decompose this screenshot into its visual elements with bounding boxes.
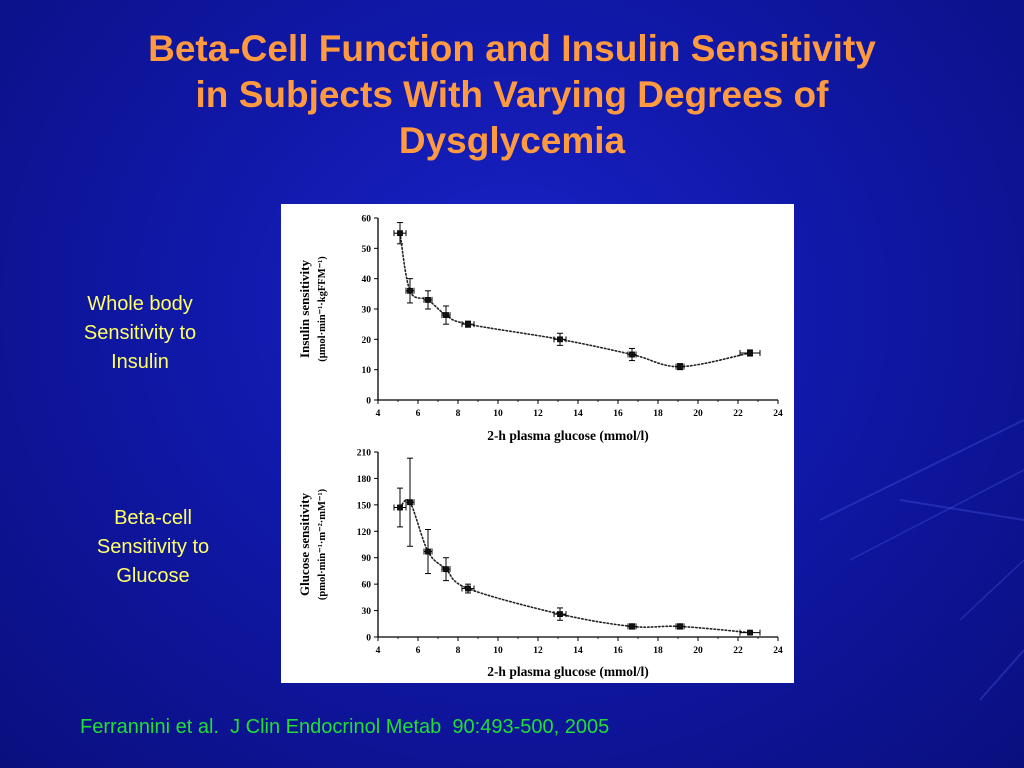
x-tick-label: 16 xyxy=(613,646,623,656)
x-tick-label: 10 xyxy=(493,409,503,419)
data-point xyxy=(747,350,753,356)
data-point xyxy=(677,363,683,370)
data-point xyxy=(443,312,449,318)
data-point xyxy=(677,623,683,630)
chart-1: 4 6 8 10 12 14 16 18 20 22 24 0 10 20 30 40 50 60 2-h plas… xyxy=(297,215,783,444)
data-point xyxy=(557,611,563,617)
label-beta-cell-sensitivity: Beta-cell Sensitivity to Glucose xyxy=(96,507,210,587)
x-tick-label: 6 xyxy=(416,409,421,419)
x-tick-label: 4 xyxy=(376,409,381,419)
y-tick-label: 30 xyxy=(362,306,372,316)
x-tick-label: 22 xyxy=(733,409,743,419)
y-tick-label: 30 xyxy=(362,607,372,617)
y-tick-label: 150 xyxy=(357,501,372,511)
y-tick-label: 180 xyxy=(357,475,372,485)
data-point xyxy=(465,321,471,328)
x-tick-label: 24 xyxy=(773,409,783,419)
y-tick-label: 0 xyxy=(366,397,371,407)
y-tick-label: 60 xyxy=(362,581,372,591)
y-tick-label: 40 xyxy=(362,275,372,285)
data-point xyxy=(465,585,471,592)
x-tick-label: 16 xyxy=(613,409,623,419)
x-tick-label: 8 xyxy=(456,409,461,419)
x-tick-label: 24 xyxy=(773,646,783,656)
chart-2: 4 6 8 10 12 14 16 18 20 22 24 0 30 60 90 120 150 180 210 2-… xyxy=(297,449,783,680)
y-axis-units: (pmol·min⁻¹·m⁻²·mM⁻¹) xyxy=(317,488,328,600)
y-axis-units: (μmol·min⁻¹·kgFFM⁻¹) xyxy=(317,256,328,362)
data-point xyxy=(407,287,413,294)
x-tick-label: 4 xyxy=(376,646,381,656)
x-tick-label: 20 xyxy=(693,646,703,656)
data-point xyxy=(629,351,635,358)
y-tick-label: 10 xyxy=(362,366,372,376)
data-point xyxy=(425,297,431,303)
x-axis-title: 2-h plasma glucose (mmol/l) xyxy=(487,428,649,443)
x-tick-label: 6 xyxy=(416,646,421,656)
y-tick-label: 60 xyxy=(362,215,372,225)
y-axis-title: Glucose sensitivity xyxy=(297,493,312,596)
citation: Ferrannini et al. J Clin Endocrinol Meta… xyxy=(80,716,610,738)
y-tick-label: 0 xyxy=(366,634,371,644)
x-tick-label: 10 xyxy=(493,646,503,656)
data-point xyxy=(407,499,413,506)
x-axis-title: 2-h plasma glucose (mmol/l) xyxy=(487,664,649,679)
y-axis-title: Insulin sensitivity xyxy=(297,260,312,358)
slide-title: Beta-Cell Function and Insulin Sensitivi… xyxy=(148,28,876,161)
figure-panel: 4 6 8 10 12 14 16 18 20 22 24 0 10 20 30 40 50 60 2-h plas… xyxy=(281,204,794,683)
label-insulin-sensitivity: Whole body Sensitivity to Insulin xyxy=(83,293,197,373)
y-tick-label: 210 xyxy=(357,449,372,459)
series-line xyxy=(399,499,751,634)
series-line xyxy=(399,232,751,368)
x-tick-label: 14 xyxy=(573,646,583,656)
y-tick-label: 20 xyxy=(362,336,372,346)
x-tick-label: 18 xyxy=(653,646,663,656)
x-tick-label: 12 xyxy=(533,646,543,656)
data-point xyxy=(425,548,431,555)
y-tick-label: 120 xyxy=(357,528,372,538)
x-tick-label: 14 xyxy=(573,409,583,419)
data-point xyxy=(397,504,403,511)
data-point xyxy=(747,629,753,636)
x-tick-label: 8 xyxy=(456,646,461,656)
y-tick-label: 50 xyxy=(362,245,372,255)
data-point xyxy=(397,230,403,237)
x-tick-label: 12 xyxy=(533,409,543,419)
data-point xyxy=(557,336,563,343)
y-tick-label: 90 xyxy=(362,554,372,564)
data-point xyxy=(629,623,635,630)
x-tick-label: 20 xyxy=(693,409,703,419)
x-tick-label: 18 xyxy=(653,409,663,419)
x-tick-label: 22 xyxy=(733,646,743,656)
data-point xyxy=(443,566,449,573)
